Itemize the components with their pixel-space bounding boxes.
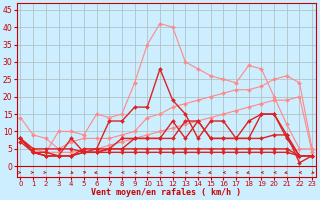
X-axis label: Vent moyen/en rafales ( km/h ): Vent moyen/en rafales ( km/h )	[91, 188, 241, 197]
